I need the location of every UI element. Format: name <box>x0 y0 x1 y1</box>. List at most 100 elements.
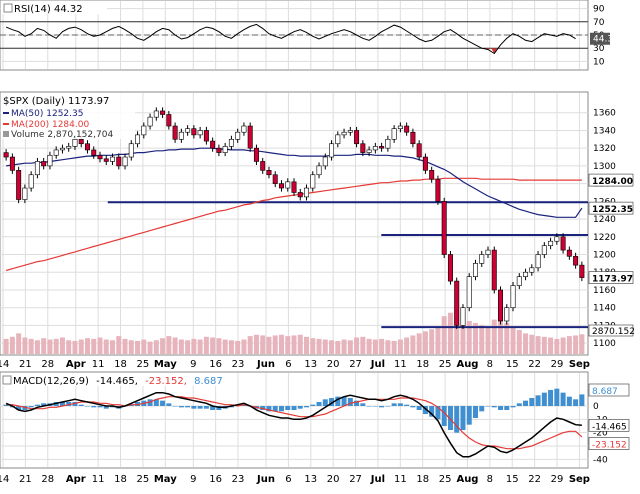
x-axis-label: 21 <box>19 474 32 485</box>
volume-bar <box>535 336 541 354</box>
volume-bar <box>297 334 303 354</box>
macd-hist-bar <box>385 406 391 407</box>
candle-body <box>472 263 478 277</box>
candle-body <box>160 110 166 115</box>
volume-bar <box>47 339 53 354</box>
candle-body <box>72 139 78 147</box>
macd-hist-bar <box>560 392 566 406</box>
macd-hist-bar <box>472 406 478 418</box>
volume-value-tag: 2870.152 <box>592 327 635 337</box>
macd-line <box>5 391 582 458</box>
x-axis-label: 27 <box>349 474 362 485</box>
macd-hist-bar <box>491 406 497 408</box>
macd-hist-bar <box>166 403 172 406</box>
candle-body <box>404 125 410 133</box>
volume-bar <box>379 338 385 354</box>
rsi-last-value: 44.32 <box>593 35 619 45</box>
volume-bar <box>472 323 478 354</box>
x-axis-label: 23 <box>232 474 245 485</box>
volume-bar <box>454 305 460 354</box>
candle-body <box>28 174 34 189</box>
volume-legend-swatch <box>3 131 9 137</box>
volume-bar <box>34 340 40 354</box>
macd-hist-bar <box>391 403 397 406</box>
candle-body <box>466 276 472 308</box>
price-tick-label: 1200 <box>593 251 616 261</box>
macd-legend-macd: -14.465, <box>96 376 138 387</box>
price-tick-label: 1320 <box>593 144 616 154</box>
volume-bar <box>135 340 141 354</box>
candle-body <box>341 131 347 136</box>
macd-hist-bar <box>297 406 303 409</box>
volume-bar <box>466 321 472 354</box>
macd-hist-bar <box>160 400 166 406</box>
macd-hist-bar <box>523 400 529 406</box>
volume-bar <box>166 336 172 354</box>
macd-hist-bar <box>3 404 9 406</box>
candle-body <box>247 125 253 149</box>
candle-body <box>141 125 147 136</box>
volume-bar <box>84 338 90 354</box>
candle-body <box>135 134 141 145</box>
volume-bar <box>72 340 78 354</box>
macd-hist-bar <box>147 399 153 406</box>
ma50-value-tag: 1252.35 <box>592 205 633 215</box>
price-tick-label: 1160 <box>593 286 616 296</box>
volume-bar <box>485 326 491 354</box>
candle-body <box>529 267 535 273</box>
volume-value-tag-bg <box>588 324 634 337</box>
candle-body <box>153 110 159 118</box>
volume-bar <box>185 340 191 354</box>
macd-hist-bar <box>203 406 209 409</box>
candle-body <box>416 143 422 158</box>
candle-body <box>535 254 541 269</box>
candle-body <box>291 181 297 193</box>
macd-hist-bar <box>447 406 453 430</box>
volume-bar <box>66 340 72 354</box>
macd-hist-bar <box>454 406 460 433</box>
x-axis-label: 11 <box>92 474 105 485</box>
x-axis-label: 16 <box>209 474 222 485</box>
x-axis-label: May <box>154 359 177 370</box>
candle-body <box>397 125 403 129</box>
macd-hist-bar <box>529 398 535 406</box>
macd-hist-bar <box>372 406 378 407</box>
macd-hist-bar <box>41 403 47 406</box>
candle-body <box>347 130 353 133</box>
volume-bar <box>122 338 128 354</box>
x-axis-label: 11 <box>92 359 105 370</box>
volume-bar <box>566 336 572 354</box>
x-axis-label: Apr <box>66 474 86 485</box>
volume-bar <box>573 335 579 354</box>
x-axis-label: 8 <box>487 474 493 485</box>
macd-hist-bar <box>422 406 428 414</box>
macd-hist-bar <box>485 406 491 407</box>
macd-hist-bar <box>278 406 284 412</box>
rsi-tick-label: 10 <box>593 57 605 67</box>
macd-hist-bar <box>16 406 22 410</box>
macd-legend-signal: -23.152, <box>145 376 187 387</box>
x-axis-bottom: 14 21 28 Apr 11 18 25 May 9 16 23 Jun 6 13 20 27 Jul 11 18… <box>0 474 590 485</box>
candle-body <box>103 158 109 162</box>
macd-hist-bar <box>554 388 560 406</box>
price-legend-title: $SPX (Daily) 1173.97 <box>3 96 109 107</box>
candle-body <box>216 147 222 153</box>
macd-hist-bar <box>441 406 447 426</box>
ma50-legend: MA(50) 1252.35 <box>11 109 83 119</box>
volume-bar <box>178 339 184 354</box>
x-axis-label: 9 <box>190 359 196 370</box>
candle-body <box>304 187 310 198</box>
candle-body <box>485 249 491 255</box>
macd-hist-bar <box>379 406 385 408</box>
volume-bar <box>516 329 522 354</box>
candle-body <box>147 116 153 127</box>
candle-body <box>34 161 40 176</box>
volume-bar <box>91 338 97 354</box>
ma200-value-tag: 1284.00 <box>592 177 633 187</box>
price-value-tag-bg <box>588 271 634 284</box>
candle-body <box>435 178 441 202</box>
price-tick-label: 1140 <box>593 304 616 314</box>
macd-hist-bar <box>78 404 84 406</box>
candle-body <box>498 289 504 322</box>
macd-hist-bar <box>510 406 516 408</box>
